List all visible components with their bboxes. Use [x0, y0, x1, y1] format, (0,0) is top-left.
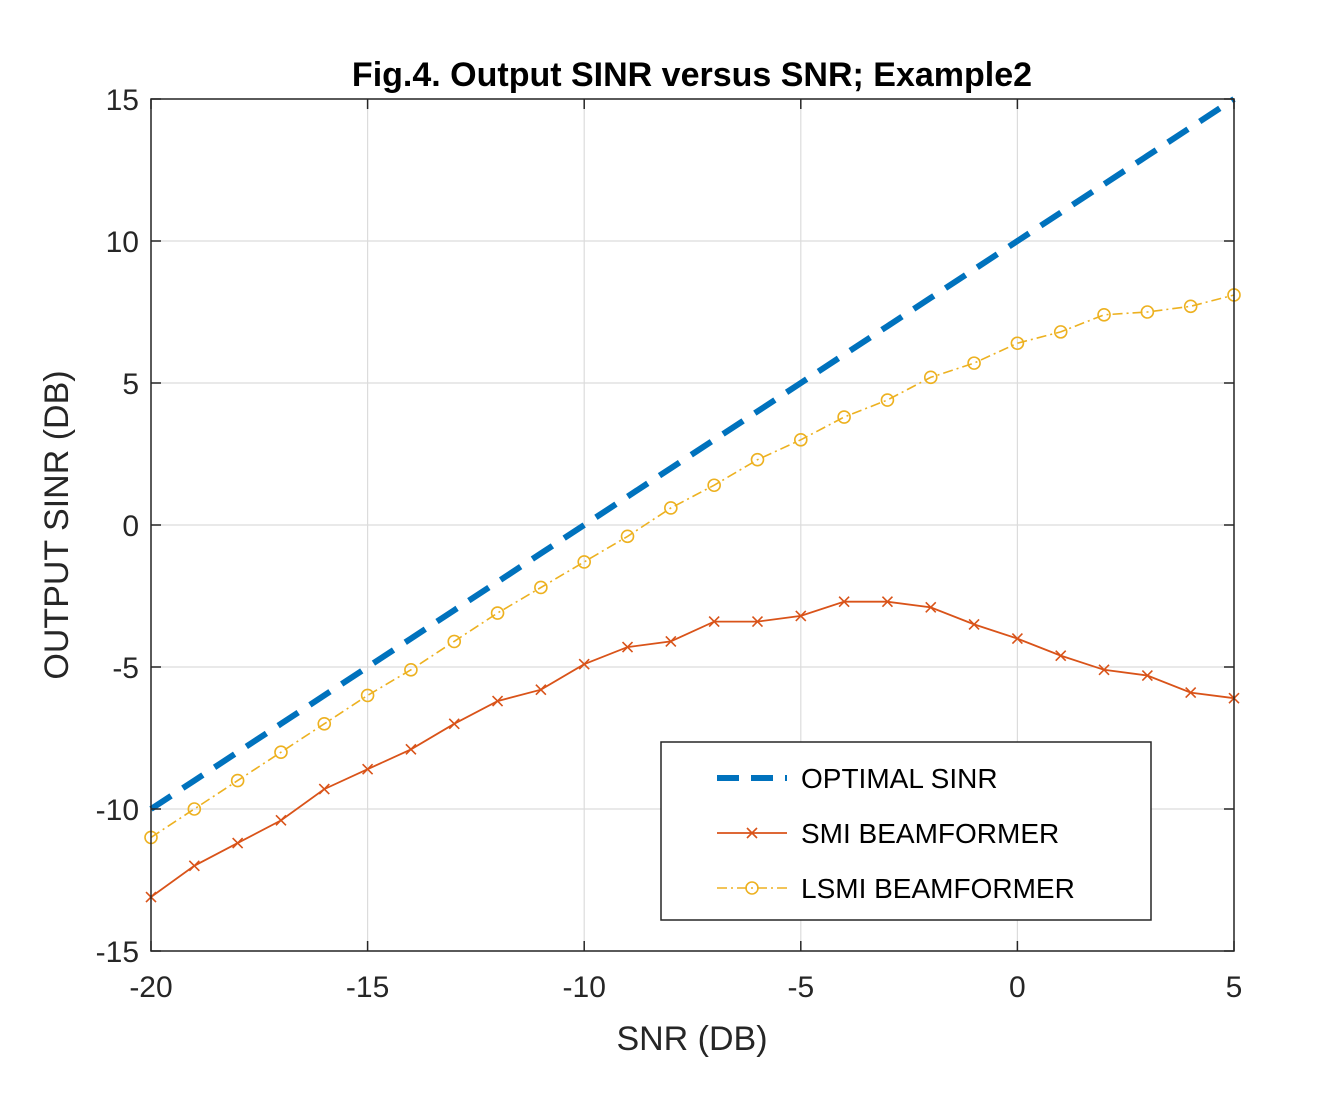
data-point-smi: [318, 783, 330, 795]
legend-label-1: SMI BEAMFORMER: [801, 818, 1059, 849]
data-point-smi: [708, 615, 720, 628]
chart-title: Fig.4. Output SINR versus SNR; Example2: [352, 56, 1032, 94]
data-point-lsmi: [447, 634, 462, 649]
data-point-smi: [1011, 633, 1023, 645]
data-point-lsmi: [404, 663, 418, 677]
data-point-smi: [405, 743, 417, 755]
data-point-lsmi: [923, 370, 938, 385]
series-line-1: [150, 600, 1235, 898]
data-point-smi: [1098, 664, 1110, 676]
data-point-lsmi: [1140, 305, 1155, 319]
data-point-lsmi: [1053, 325, 1068, 339]
data-point-smi: [1141, 669, 1153, 682]
data-point-smi: [275, 814, 287, 826]
y-tick-label: -10: [96, 794, 139, 827]
y-tick-label: 0: [122, 510, 139, 543]
data-point-lsmi: [1183, 299, 1198, 314]
data-point-smi: [448, 718, 460, 730]
data-point-lsmi: [1010, 336, 1025, 351]
data-point-smi: [1055, 650, 1067, 662]
data-point-lsmi: [967, 356, 981, 370]
data-point-smi: [232, 837, 244, 849]
data-point-smi: [578, 658, 590, 670]
y-tick-label: 15: [106, 84, 139, 117]
legend-label-2: LSMI BEAMFORMER: [801, 873, 1075, 904]
data-point-lsmi: [534, 580, 548, 595]
legend-marker-smi: [746, 827, 758, 839]
data-point-lsmi: [837, 410, 851, 424]
data-point-smi: [751, 615, 764, 628]
data-point-lsmi: [187, 802, 202, 816]
data-point-smi: [925, 601, 937, 613]
data-point-lsmi: [880, 393, 895, 407]
x-tick-label: -15: [346, 971, 389, 1004]
data-point-smi: [881, 596, 894, 608]
data-point-smi: [665, 635, 677, 648]
data-point-lsmi: [360, 688, 375, 703]
series-line-0: [149, 96, 1236, 812]
y-tick-label: 10: [106, 226, 139, 259]
data-point-lsmi: [750, 452, 765, 467]
data-point-lsmi: [1097, 308, 1111, 322]
data-point-lsmi: [620, 529, 635, 544]
y-tick-label: 5: [122, 368, 139, 401]
x-tick-label: -10: [563, 971, 606, 1004]
data-point-lsmi: [707, 478, 721, 493]
y-tick-label: -15: [96, 936, 139, 969]
data-point-lsmi: [577, 555, 592, 569]
data-point-lsmi: [230, 773, 245, 788]
x-tick-label: 0: [1009, 971, 1026, 1004]
data-point-lsmi: [317, 716, 332, 731]
data-point-lsmi: [490, 606, 505, 620]
data-point-smi: [968, 618, 980, 630]
x-axis-label: SNR (DB): [616, 1020, 767, 1058]
data-point-smi: [621, 641, 634, 653]
legend-label-0: OPTIMAL SINR: [801, 763, 998, 794]
x-tick-label: 5: [1226, 971, 1243, 1004]
data-point-lsmi: [793, 432, 808, 447]
data-point-smi: [188, 860, 200, 872]
data-point-smi: [362, 763, 374, 775]
legend-marker-lsmi: [745, 881, 759, 895]
data-point-smi: [491, 695, 504, 707]
data-point-smi: [795, 610, 807, 622]
series-line-2: [150, 294, 1235, 839]
x-tick-label: -5: [787, 971, 814, 1004]
data-point-lsmi: [664, 501, 678, 515]
x-tick-label: -20: [129, 971, 172, 1004]
data-point-smi: [838, 596, 850, 608]
data-point-smi: [1185, 686, 1197, 699]
y-tick-label: -5: [112, 652, 139, 685]
y-axis-label: OUTPUT SINR (DB): [38, 370, 76, 679]
data-point-lsmi: [274, 745, 288, 760]
data-point-smi: [535, 684, 547, 696]
legend-box: [660, 741, 1152, 921]
